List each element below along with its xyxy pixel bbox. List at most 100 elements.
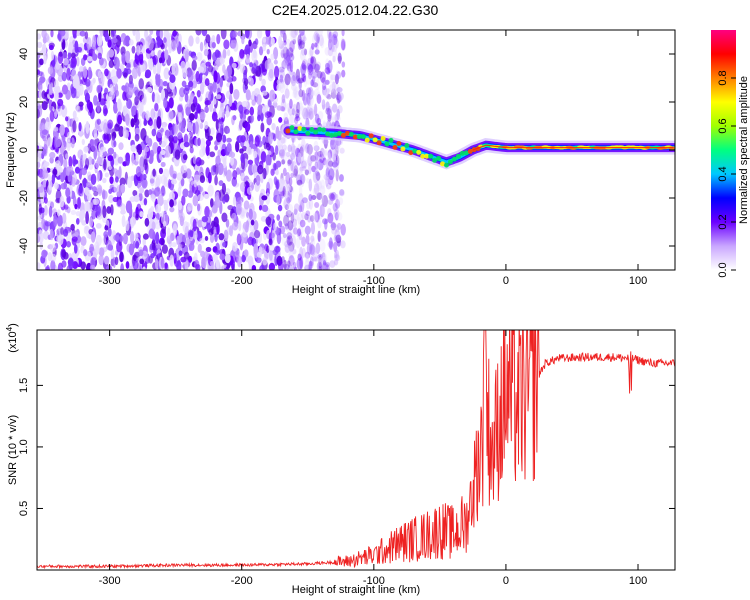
noise-speckle — [106, 265, 113, 270]
noise-speckle — [147, 208, 154, 220]
noise-speckle — [151, 128, 157, 137]
noise-speckle — [96, 100, 101, 113]
noise-speckle — [65, 89, 71, 100]
noise-speckle — [287, 159, 293, 165]
noise-speckle — [321, 261, 329, 270]
noise-speckle — [333, 162, 339, 172]
noise-speckle — [99, 30, 104, 37]
noise-speckle — [290, 30, 297, 39]
noise-speckle — [248, 208, 253, 220]
noise-speckle — [232, 196, 237, 207]
noise-speckle — [317, 219, 322, 229]
noise-speckle — [268, 68, 274, 79]
noise-speckle — [156, 37, 163, 46]
noise-speckle — [104, 225, 109, 231]
noise-speckle — [139, 210, 144, 218]
noise-speckle — [174, 149, 181, 160]
noise-speckle — [65, 166, 70, 177]
noise-speckle — [284, 223, 289, 230]
noise-speckle — [157, 194, 164, 207]
noise-speckle — [155, 203, 162, 214]
noise-speckle — [172, 173, 177, 179]
noise-speckle — [229, 156, 235, 166]
noise-speckle — [323, 79, 330, 85]
signal-track-core — [472, 144, 674, 151]
noise-speckle — [169, 206, 175, 213]
noise-speckle — [333, 208, 340, 219]
noise-speckle — [289, 30, 293, 37]
noise-speckle — [298, 102, 304, 111]
noise-speckle — [262, 37, 267, 43]
noise-speckle — [280, 49, 285, 59]
noise-speckle — [231, 264, 235, 270]
noise-speckle — [114, 83, 119, 94]
noise-speckle — [37, 161, 41, 169]
noise-speckle — [299, 49, 306, 62]
noise-speckle — [308, 63, 313, 73]
noise-speckle — [172, 30, 178, 37]
noise-speckle — [298, 89, 304, 98]
noise-speckle — [282, 32, 287, 43]
noise-speckle — [295, 108, 300, 119]
noise-speckle — [333, 259, 339, 266]
noise-speckle — [290, 158, 294, 172]
noise-speckle — [335, 169, 339, 182]
noise-speckle — [283, 57, 287, 66]
noise-speckle — [177, 132, 183, 140]
noise-speckle — [323, 173, 330, 181]
noise-speckle — [260, 112, 264, 122]
noise-speckle — [191, 59, 197, 71]
noise-speckle — [155, 221, 161, 230]
noise-speckle — [113, 140, 117, 148]
noise-speckle — [335, 155, 340, 166]
noise-speckle — [107, 39, 112, 48]
noise-speckle — [135, 144, 142, 150]
noise-speckle — [327, 47, 333, 57]
noise-speckle — [321, 256, 327, 269]
noise-speckle — [65, 116, 69, 122]
noise-speckle — [321, 99, 326, 110]
noise-speckle — [270, 37, 275, 46]
noise-speckle — [322, 139, 329, 145]
noise-speckle — [95, 223, 102, 229]
noise-speckle — [306, 92, 311, 105]
noise-speckle — [327, 175, 334, 186]
noise-speckle — [156, 116, 162, 129]
noise-speckle — [279, 74, 284, 83]
noise-speckle — [326, 94, 332, 100]
noise-speckle — [151, 244, 156, 251]
noise-speckle — [296, 143, 303, 157]
noise-speckle — [318, 34, 324, 47]
noise-speckle — [259, 265, 265, 270]
noise-speckle — [334, 159, 340, 167]
noise-speckle — [299, 174, 306, 185]
noise-speckle — [307, 94, 314, 107]
noise-speckle — [308, 178, 313, 192]
noise-speckle — [254, 135, 260, 147]
noise-speckle — [321, 263, 327, 270]
noise-speckle — [123, 72, 128, 79]
noise-speckle — [321, 149, 327, 159]
noise-speckle — [85, 78, 91, 87]
noise-speckle — [224, 253, 231, 264]
noise-speckle — [184, 84, 190, 92]
noise-speckle — [214, 175, 218, 186]
noise-speckle — [306, 242, 313, 255]
noise-speckle — [337, 94, 343, 103]
noise-speckle — [69, 63, 75, 69]
noise-speckle — [108, 194, 114, 204]
noise-speckle — [307, 99, 312, 113]
noise-speckle — [147, 38, 154, 51]
noise-speckle — [297, 216, 302, 226]
noise-speckle — [135, 240, 140, 249]
noise-speckle — [283, 77, 289, 90]
noise-speckle — [60, 182, 67, 190]
noise-speckle — [279, 82, 285, 94]
noise-speckle — [287, 68, 294, 80]
noise-speckle — [129, 216, 137, 227]
noise-speckle — [278, 116, 283, 123]
noise-speckle — [39, 58, 44, 66]
noise-speckle — [53, 126, 59, 132]
noise-speckle — [297, 38, 303, 50]
noise-speckle — [89, 243, 95, 252]
